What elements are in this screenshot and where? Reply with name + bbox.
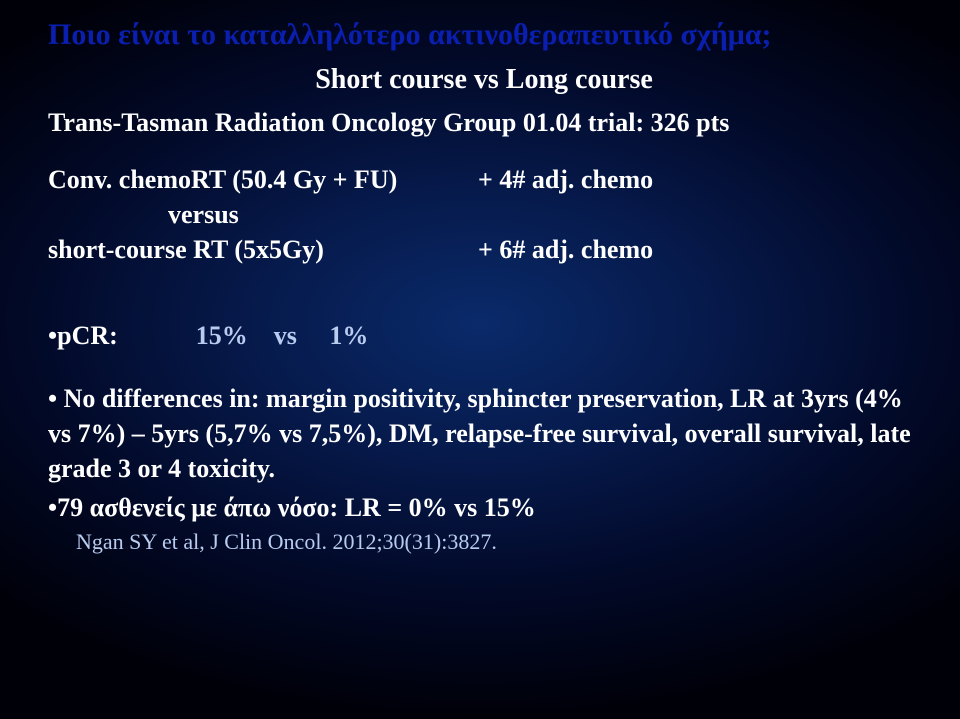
slide-title: Ποιο είναι το καταλληλότερο ακτινοθεραπε… [48, 18, 920, 52]
trial-description: Trans-Tasman Radiation Oncology Group 01… [48, 108, 920, 138]
pcr-label: •pCR: [48, 321, 118, 350]
arm2-right: + 6# adj. chemo [478, 232, 920, 267]
lowrisk-line: •79 ασθενείς με άπω νόσο: LR = 0% vs 15% [48, 493, 920, 523]
slide-subtitle: Short course vs Long course [48, 64, 920, 96]
arm1-right: + 4# adj. chemo [478, 162, 920, 197]
pcr-values: 15% vs 1% [118, 321, 369, 350]
arm1-left: Conv. chemoRT (50.4 Gy + FU) [48, 162, 478, 197]
outcomes-block: • No differences in: margin positivity, … [48, 381, 918, 486]
outcomes-text: • No differences in: margin positivity, … [48, 384, 911, 483]
arm2-left: short-course RT (5x5Gy) [48, 232, 478, 267]
slide: Ποιο είναι το καταλληλότερο ακτινοθεραπε… [0, 0, 960, 719]
citation: Ngan SY et al, J Clin Oncol. 2012;30(31)… [48, 529, 920, 555]
arm-row-1: Conv. chemoRT (50.4 Gy + FU) + 4# adj. c… [48, 162, 920, 197]
versus-label: versus [48, 197, 920, 232]
arm-row-2: short-course RT (5x5Gy) + 6# adj. chemo [48, 232, 920, 267]
pcr-line: •pCR: 15% vs 1% [48, 321, 920, 351]
treatment-arms: Conv. chemoRT (50.4 Gy + FU) + 4# adj. c… [48, 162, 920, 267]
